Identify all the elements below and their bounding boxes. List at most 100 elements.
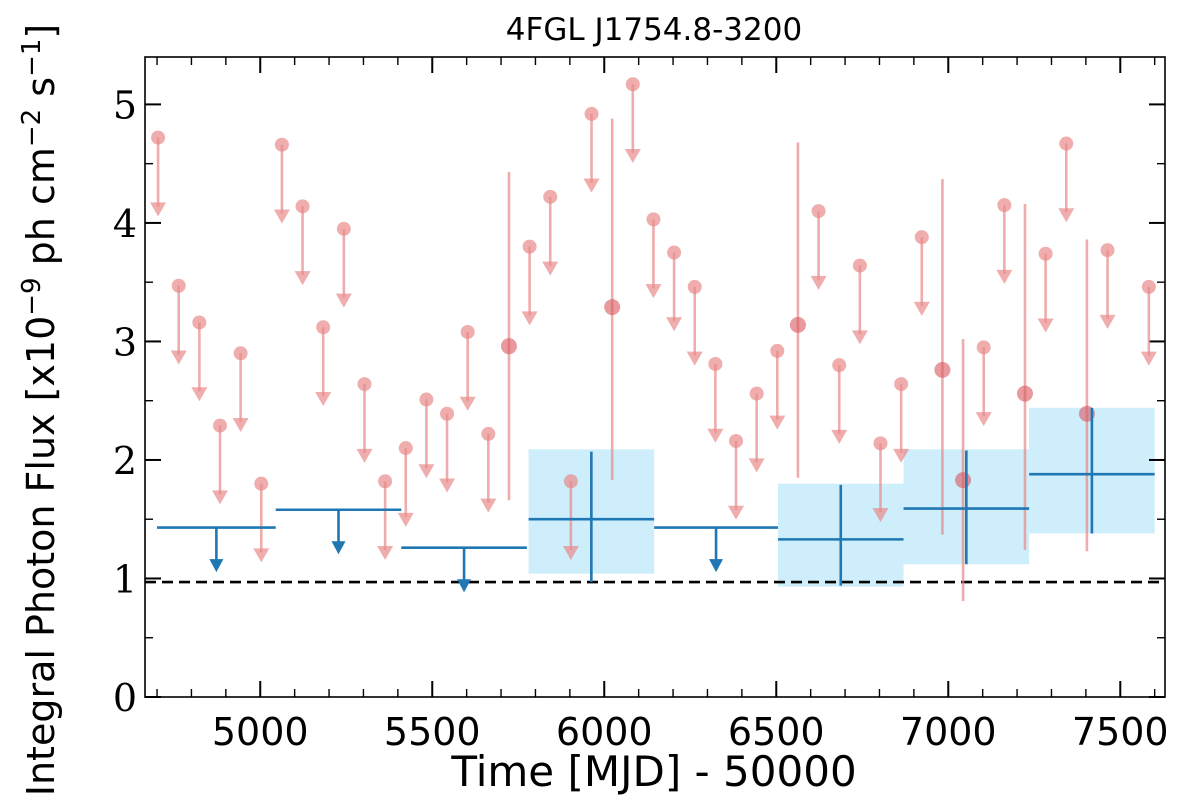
short-bin-upper-limit-point — [770, 343, 785, 358]
short-bin-upper-limit-arrow — [521, 311, 538, 326]
short-bin-detection-point — [955, 472, 972, 489]
short-bin-upper-limit-arrow — [996, 269, 1013, 284]
short-bin-upper-limit-point — [522, 239, 537, 254]
short-bin-upper-limit-arrow — [583, 178, 600, 193]
short-bin-upper-limit-point — [625, 77, 640, 92]
short-bin-upper-limit-point — [976, 340, 991, 355]
short-bin-upper-limit-point — [460, 324, 475, 339]
plot-frame — [144, 56, 1166, 698]
short-bin-upper-limit-point — [419, 392, 434, 407]
short-bin-upper-limit-arrow — [315, 391, 332, 406]
short-bin-upper-limit-point — [212, 418, 227, 433]
y-tick-label: 2 — [113, 439, 137, 483]
short-bin-upper-limit-arrow — [273, 209, 290, 224]
short-bin-upper-limit-arrow — [335, 293, 352, 308]
short-bin-upper-limit-point — [378, 474, 393, 489]
short-bin-detection-point — [604, 299, 621, 316]
short-bin-upper-limit-arrow — [562, 546, 579, 561]
x-axis-label: Time [MJD] - 50000 — [450, 747, 856, 796]
short-bin-detection-point — [500, 338, 517, 355]
y-tick-label: 1 — [113, 557, 137, 601]
short-bin-upper-limit-point — [233, 346, 248, 361]
short-bin-upper-limit-point — [254, 476, 269, 491]
short-bin-upper-limit-point — [811, 204, 826, 219]
short-bin-upper-limit-arrow — [439, 478, 456, 493]
short-bin-upper-limit-arrow — [1140, 351, 1157, 366]
short-bin-upper-limit-arrow — [645, 284, 662, 299]
axis-ticks — [145, 57, 1165, 698]
long-bin-upper-limit-arrow — [331, 541, 346, 555]
short-bin-upper-limit-arrow — [1099, 314, 1116, 329]
short-bin-upper-limit-arrow — [975, 412, 992, 427]
short-bin-upper-limit-arrow — [748, 458, 765, 473]
short-bin-upper-limit-point — [274, 137, 289, 152]
short-bin-upper-limit-arrow — [294, 271, 311, 286]
short-bin-upper-limit-arrow — [397, 512, 414, 527]
short-bin-upper-limit-arrow — [418, 464, 435, 479]
short-bin-upper-limit-arrow — [170, 350, 187, 365]
x-tick-label: 5000 — [212, 710, 309, 754]
long-bin-upper-limit-arrow — [209, 559, 224, 573]
y-tick-label: 4 — [113, 202, 137, 246]
y-tick-label: 3 — [113, 320, 137, 364]
short-bin-upper-limit-point — [481, 426, 496, 441]
short-bin-upper-limit-arrow — [913, 301, 930, 316]
short-bin-upper-limit-arrow — [728, 505, 745, 520]
short-bin-upper-limit-arrow — [893, 448, 910, 463]
short-bin-upper-limit-point — [357, 377, 372, 392]
short-bin-upper-limit-point — [646, 212, 661, 227]
short-bin-upper-limit-point — [708, 356, 723, 371]
short-bin-upper-limit-point — [563, 474, 578, 489]
x-tick-label: 7500 — [1072, 710, 1169, 754]
short-bin-upper-limit-point — [1038, 246, 1053, 261]
short-bin-upper-limit-point — [832, 358, 847, 373]
short-bin-upper-limit-point — [687, 279, 702, 294]
chart-title: 4FGL J1754.8-3200 — [506, 12, 802, 48]
short-bin-upper-limit-arrow — [253, 548, 270, 563]
short-bin-detection-point — [934, 361, 951, 378]
long-bin-upper-limit-arrow — [709, 559, 724, 573]
short-bin-upper-limit-arrow — [872, 508, 889, 523]
short-bin-upper-limit-point — [316, 320, 331, 335]
tick-labels: 5000 5500 6000 6500 7000 7500 0 1 2 3 4 5 — [113, 83, 1169, 754]
short-bin-upper-limit-arrow — [459, 396, 476, 411]
short-bin-upper-limit-arrow — [707, 428, 724, 443]
short-bin-series — [150, 77, 1157, 601]
short-bin-upper-limit-arrow — [232, 418, 249, 433]
short-bin-detection-point — [789, 316, 806, 333]
short-bin-upper-limit-arrow — [831, 429, 848, 444]
short-bin-upper-limit-point — [894, 377, 909, 392]
short-bin-upper-limit-point — [1100, 243, 1115, 258]
short-bin-upper-limit-point — [192, 315, 207, 330]
short-bin-upper-limit-arrow — [1058, 208, 1075, 223]
long-bin-series — [157, 407, 1155, 593]
short-bin-upper-limit-point — [440, 406, 455, 421]
short-bin-upper-limit-arrow — [377, 546, 394, 561]
short-bin-upper-limit-point — [873, 436, 888, 451]
short-bin-upper-limit-arrow — [356, 448, 373, 463]
short-bin-upper-limit-arrow — [686, 351, 703, 366]
short-bin-detection-point — [1016, 385, 1033, 402]
short-bin-upper-limit-point — [852, 258, 867, 273]
short-bin-upper-limit-point — [543, 189, 558, 204]
short-bin-upper-limit-arrow — [150, 202, 167, 217]
short-bin-upper-limit-point — [151, 130, 166, 145]
short-bin-upper-limit-point — [667, 245, 682, 260]
short-bin-upper-limit-arrow — [1037, 318, 1054, 333]
short-bin-upper-limit-point — [997, 198, 1012, 213]
short-bin-upper-limit-point — [1141, 279, 1156, 294]
short-bin-upper-limit-point — [1059, 136, 1074, 151]
short-bin-upper-limit-point — [749, 386, 764, 401]
short-bin-upper-limit-arrow — [851, 330, 868, 345]
short-bin-upper-limit-point — [914, 230, 929, 245]
x-tick-label: 6500 — [728, 710, 825, 754]
short-bin-upper-limit-arrow — [624, 149, 641, 163]
short-bin-upper-limit-point — [171, 278, 186, 293]
short-bin-upper-limit-point — [584, 106, 599, 121]
short-bin-upper-limit-arrow — [480, 498, 497, 513]
short-bin-upper-limit-arrow — [666, 317, 683, 332]
short-bin-upper-limit-point — [295, 199, 310, 214]
short-bin-upper-limit-arrow — [211, 490, 228, 505]
short-bin-upper-limit-arrow — [769, 415, 786, 430]
